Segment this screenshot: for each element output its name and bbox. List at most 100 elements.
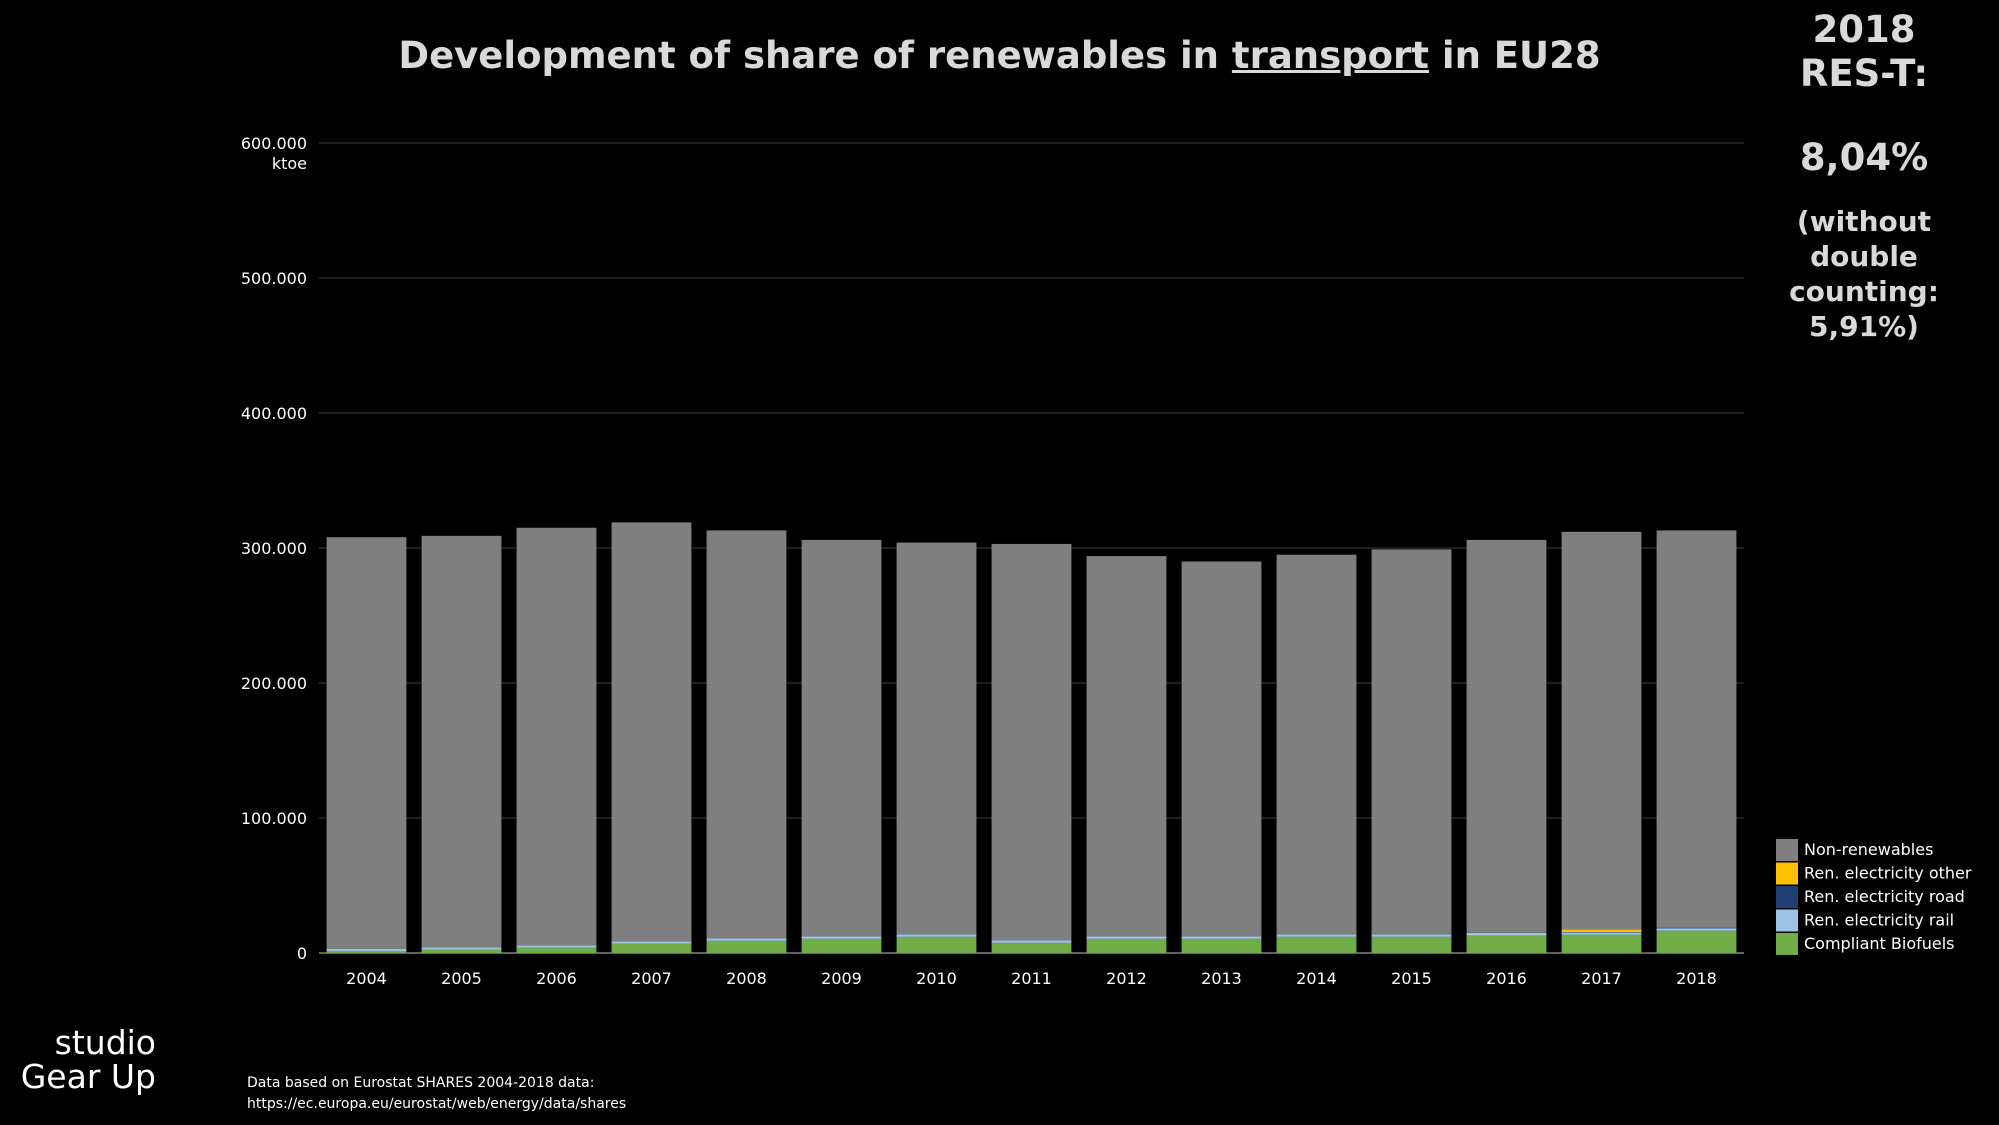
bar-segment xyxy=(421,947,502,950)
bar-segment xyxy=(1086,936,1167,939)
bar-segment xyxy=(611,943,692,953)
x-tick-label: 2014 xyxy=(1296,969,1337,988)
bar-segment xyxy=(1276,934,1357,937)
x-tick-label: 2008 xyxy=(726,969,767,988)
studio-gear-up-logo: studio Gear Up xyxy=(14,1026,156,1094)
bar-segment xyxy=(1086,938,1167,953)
summary-note-line-4: 5,91%) xyxy=(1809,310,1919,343)
bar-segment xyxy=(1561,932,1642,935)
x-tick-label: 2018 xyxy=(1676,969,1717,988)
bar-segment xyxy=(516,527,597,946)
bar-segment xyxy=(1561,929,1642,933)
bar-segment xyxy=(516,947,597,953)
legend-label: Ren. electricity other xyxy=(1804,864,1972,883)
x-tick-label: 2009 xyxy=(821,969,862,988)
summary-percent: 8,04% xyxy=(1799,136,1929,179)
legend-label: Ren. electricity rail xyxy=(1804,911,1954,930)
bar-segment xyxy=(896,934,977,937)
summary-note: (without double counting: 5,91%) xyxy=(1769,204,1959,344)
x-tick-label: 2005 xyxy=(441,969,482,988)
source-line-1: Data based on Eurostat SHARES 2004-2018 … xyxy=(247,1075,595,1091)
bar-segment xyxy=(1656,930,1737,953)
x-tick-label: 2015 xyxy=(1391,969,1432,988)
bar-segment xyxy=(991,543,1072,941)
bar-segment xyxy=(1466,539,1547,933)
bar-segment xyxy=(801,938,882,953)
y-tick-label: 200.000 xyxy=(241,674,307,693)
chart-title: Development of share of renewables in tr… xyxy=(0,34,1999,77)
legend-swatch xyxy=(1776,862,1798,885)
bar-segment xyxy=(421,949,502,953)
bar-segment xyxy=(706,530,787,939)
x-tick-label: 2017 xyxy=(1581,969,1622,988)
bar-segment xyxy=(1086,556,1167,937)
bar-segment xyxy=(1181,561,1262,937)
bar-segment xyxy=(421,535,502,948)
bar-segment xyxy=(1561,531,1642,930)
bar-segment xyxy=(801,936,882,939)
bar-segment xyxy=(896,936,977,953)
bar-segment xyxy=(326,537,407,949)
title-part-2: in EU28 xyxy=(1429,34,1601,77)
bar-segment xyxy=(1561,932,1642,933)
legend-label: Compliant Biofuels xyxy=(1804,934,1955,953)
legend-swatch xyxy=(1776,886,1798,908)
bar-segment xyxy=(611,522,692,942)
bar-segment xyxy=(801,539,882,937)
res-t-summary: 2018 RES-T: 8,04% (without double counti… xyxy=(1769,8,1959,344)
legend-label: Non-renewables xyxy=(1804,840,1933,859)
x-tick-label: 2007 xyxy=(631,969,672,988)
x-tick-label: 2004 xyxy=(346,969,387,988)
title-part-1: Development of share of renewables in xyxy=(398,34,1232,77)
bar-segment xyxy=(1656,928,1737,931)
logo-line-2: Gear Up xyxy=(20,1057,156,1096)
summary-note-line-1: (without xyxy=(1796,205,1932,238)
bar-segment xyxy=(706,938,787,941)
data-source-note: Data based on Eurostat SHARES 2004-2018 … xyxy=(247,1073,626,1115)
bar-segment xyxy=(991,942,1072,953)
logo-line-1: studio xyxy=(54,1023,156,1062)
bar-segment xyxy=(1466,932,1547,936)
bar-segment xyxy=(1656,927,1737,929)
bar-segment xyxy=(1371,936,1452,953)
bar-segment xyxy=(516,945,597,948)
x-tick-label: 2011 xyxy=(1011,969,1052,988)
summary-note-line-3: counting: xyxy=(1789,275,1939,308)
bar-segment xyxy=(1656,530,1737,928)
bar-segment xyxy=(991,940,1072,943)
bar-segment xyxy=(896,542,977,935)
legend-swatch xyxy=(1776,933,1798,955)
bar-segment xyxy=(1181,936,1262,939)
summary-label: RES-T: xyxy=(1799,52,1929,95)
x-tick-label: 2006 xyxy=(536,969,577,988)
legend-swatch xyxy=(1776,909,1798,932)
title-underlined-word: transport xyxy=(1231,34,1429,77)
bar-segment xyxy=(706,940,787,953)
legend-swatch xyxy=(1776,839,1798,861)
bar-segment xyxy=(1371,934,1452,937)
source-line-2: https://ec.europa.eu/eurostat/web/energy… xyxy=(247,1096,627,1112)
x-tick-label: 2010 xyxy=(916,969,957,988)
x-tick-label: 2013 xyxy=(1201,969,1242,988)
x-tick-label: 2016 xyxy=(1486,969,1527,988)
bar-segment xyxy=(326,948,407,951)
x-tick-label: 2012 xyxy=(1106,969,1147,988)
y-tick-label: 100.000 xyxy=(241,809,307,828)
y-tick-label: 0 xyxy=(297,944,307,963)
bar-segment xyxy=(1371,549,1452,935)
bar-segment xyxy=(611,941,692,944)
bar-segment xyxy=(1276,936,1357,953)
y-axis-unit-label: ktoe xyxy=(272,154,307,173)
bar-segment xyxy=(1181,938,1262,953)
bar-segment xyxy=(326,950,407,953)
bar-segment xyxy=(1561,934,1642,953)
bar-segment xyxy=(1466,935,1547,953)
y-tick-label: 600.000 xyxy=(241,134,307,153)
y-tick-label: 400.000 xyxy=(241,404,307,423)
summary-year: 2018 xyxy=(1812,8,1916,51)
y-tick-label: 300.000 xyxy=(241,539,307,558)
bar-segment xyxy=(1276,554,1357,935)
y-tick-label: 500.000 xyxy=(241,269,307,288)
legend-label: Ren. electricity road xyxy=(1804,887,1965,906)
summary-note-line-2: double xyxy=(1810,240,1918,273)
